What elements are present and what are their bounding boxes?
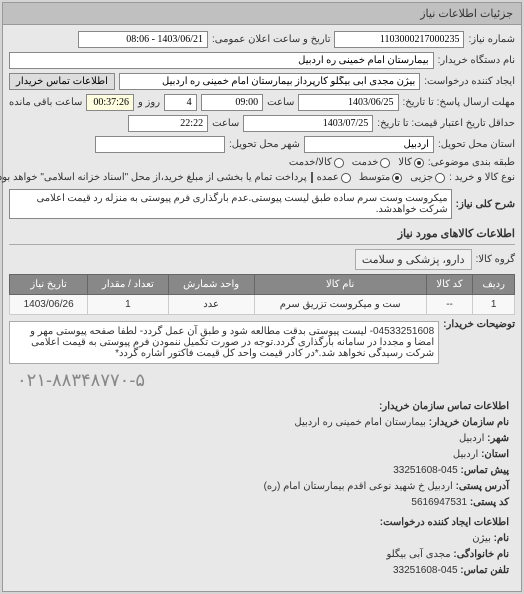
phone-value: 045-33251608	[393, 465, 458, 476]
radio-medium[interactable]: متوسط	[359, 172, 402, 183]
contact-section: اطلاعات تماس سازمان خریدار: نام سازمان خ…	[9, 393, 515, 585]
address-label: آدرس پستی:	[456, 481, 509, 492]
need-title-value: میکروست وست سرم ساده طبق لیست پیوستی.عدم…	[9, 189, 452, 219]
requester-label: ایجاد کننده درخواست:	[424, 76, 515, 87]
address-value: اردبیل خ شهید نوعی اقدم بیمارستان امام (…	[264, 481, 453, 492]
goods-table: ردیف کد کالا نام کالا واحد شمارش تعداد /…	[9, 274, 515, 315]
tel-label: تلفن تماس:	[460, 565, 509, 576]
support-phone: ۰۲۱-۸۸۳۴۸۷۷۰-۵	[9, 368, 515, 393]
group-label: گروه کالا:	[476, 254, 515, 265]
radio-large[interactable]: عمده	[317, 172, 351, 183]
buyer-contact-button[interactable]: اطلاعات تماس خریدار	[9, 73, 115, 90]
validity-label: حداقل تاریخ اعتبار قیمت: تا تاریخ:	[377, 118, 515, 129]
postal-value: 5616947531	[411, 497, 467, 508]
need-title-label: شرح کلی نیاز:	[456, 199, 515, 210]
buyer-desc-value: 04533251608- لیست پیوستی بدقت مطالعه شود…	[9, 321, 439, 364]
payment-checkbox[interactable]	[311, 172, 313, 183]
time-label-1: ساعت	[267, 97, 294, 108]
deadline-date[interactable]	[298, 94, 398, 111]
cell-name: ست و میکروست تزریق سرم	[254, 295, 426, 315]
goods-section-title: اطلاعات کالاهای مورد نیاز	[9, 223, 515, 245]
payment-label: پرداخت تمام یا بخشی از مبلغ خرید،از محل …	[0, 172, 307, 183]
org-label: نام سازمان خریدار:	[429, 417, 509, 428]
name-label: نام:	[494, 533, 509, 544]
validity-time[interactable]	[128, 115, 208, 132]
details-panel: جزئیات اطلاعات نیاز شماره نیاز: تاریخ و …	[2, 2, 522, 592]
requester-input[interactable]	[119, 73, 420, 90]
buyer-desc-label: توضیحات خریدار:	[443, 319, 515, 330]
product-type-label: نوع کالا و خرید :	[449, 172, 515, 183]
cell-qty: 1	[88, 295, 168, 315]
buyer-label: نام دستگاه خریدار:	[438, 55, 515, 66]
buyer-input[interactable]	[9, 52, 434, 69]
radio-both[interactable]: کالا/خدمت	[289, 157, 344, 168]
table-row[interactable]: 1 -- ست و میکروست تزریق سرم عدد 1 1403/0…	[10, 295, 515, 315]
deadline-time[interactable]	[201, 94, 264, 111]
th-name: نام کالا	[254, 275, 426, 295]
radio-service[interactable]: خدمت	[352, 157, 391, 168]
days-remaining	[164, 94, 197, 111]
cell-unit: عدد	[168, 295, 254, 315]
number-label: شماره نیاز:	[468, 34, 515, 45]
group-value: دارو، پزشکی و سلامت	[355, 249, 472, 270]
city-label: شهر:	[487, 433, 509, 444]
delivery-city-input[interactable]	[95, 136, 225, 153]
location-input[interactable]	[304, 136, 434, 153]
contact-title: اطلاعات تماس سازمان خریدار:	[15, 399, 509, 415]
time-label-2: ساعت	[212, 118, 239, 129]
announce-input[interactable]	[78, 31, 208, 48]
radio-goods[interactable]: کالا	[398, 157, 424, 168]
number-input[interactable]	[334, 31, 464, 48]
panel-body: شماره نیاز: تاریخ و ساعت اعلان عمومی: نا…	[3, 25, 521, 591]
tel-value: 045-33251608	[393, 565, 458, 576]
name-value: بیژن	[472, 533, 491, 544]
province-value: اردبیل	[453, 449, 478, 460]
phone-label: پیش تماس:	[461, 465, 509, 476]
type-radio-group: جزیی متوسط عمده	[317, 172, 446, 183]
deadline-label: مهلت ارسال پاسخ: تا تاریخ:	[403, 97, 515, 108]
remaining-label: ساعت باقی مانده	[9, 97, 82, 108]
province-label: استان:	[481, 449, 509, 460]
packing-label: طبقه بندی موضوعی:	[428, 157, 515, 168]
postal-label: کد پستی:	[470, 497, 509, 508]
table-header-row: ردیف کد کالا نام کالا واحد شمارش تعداد /…	[10, 275, 515, 295]
city-value: اردبیل	[459, 433, 484, 444]
radio-small[interactable]: جزیی	[410, 172, 445, 183]
panel-title: جزئیات اطلاعات نیاز	[3, 3, 521, 25]
th-code: کد کالا	[426, 275, 473, 295]
requester-section-title: اطلاعات ایجاد کننده درخواست:	[15, 515, 509, 531]
time-remaining	[86, 94, 134, 111]
th-qty: تعداد / مقدار	[88, 275, 168, 295]
th-row: ردیف	[473, 275, 515, 295]
days-label: روز و	[138, 97, 160, 108]
category-radio-group: کالا خدمت کالا/خدمت	[289, 157, 424, 168]
th-unit: واحد شمارش	[168, 275, 254, 295]
cell-date: 1403/06/26	[10, 295, 88, 315]
delivery-city-label: شهر محل تحویل:	[229, 139, 300, 150]
family-label: نام خانوادگی:	[453, 549, 509, 560]
org-value: بیمارستان امام خمینی ره اردبیل	[294, 417, 426, 428]
th-date: تاریخ نیاز	[10, 275, 88, 295]
cell-code: --	[426, 295, 473, 315]
cell-row: 1	[473, 295, 515, 315]
location-label: استان محل تحویل:	[438, 139, 515, 150]
announce-label: تاریخ و ساعت اعلان عمومی:	[212, 34, 331, 45]
family-value: مجدی آبی بیگلو	[386, 549, 450, 560]
validity-date[interactable]	[243, 115, 373, 132]
